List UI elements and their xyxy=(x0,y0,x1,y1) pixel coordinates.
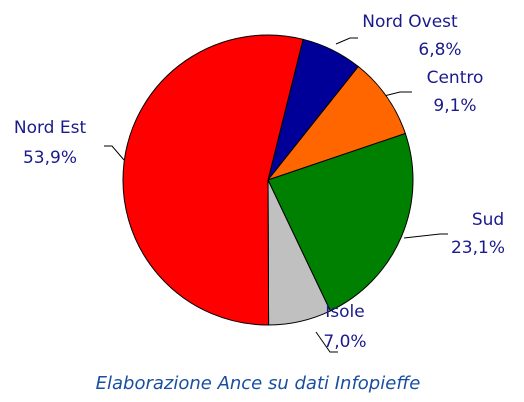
slice-label: Nord Ovest xyxy=(362,12,458,32)
slice-label: Centro xyxy=(427,68,484,88)
leader-line xyxy=(383,91,412,97)
pie-slice xyxy=(122,34,304,326)
leader-lines xyxy=(104,37,448,353)
slice-label: Isole xyxy=(325,302,364,322)
leader-line xyxy=(335,37,358,45)
slice-value-label: 9,1% xyxy=(433,96,476,116)
caption: Elaborazione Ance su dati Infopieffe xyxy=(96,373,421,394)
leader-line xyxy=(315,331,338,353)
slice-value-label: 7,0% xyxy=(323,332,366,352)
leader-line xyxy=(104,145,125,161)
leader-line xyxy=(403,233,448,239)
slice-label: Sud xyxy=(472,210,504,230)
slice-value-label: 53,9% xyxy=(23,148,77,168)
slice-label: Nord Est xyxy=(14,118,87,138)
slice-value-label: 23,1% xyxy=(451,238,505,258)
pie-slice xyxy=(267,132,414,312)
slice-value-label: 6,8% xyxy=(418,40,461,60)
pie-slice xyxy=(266,65,406,182)
